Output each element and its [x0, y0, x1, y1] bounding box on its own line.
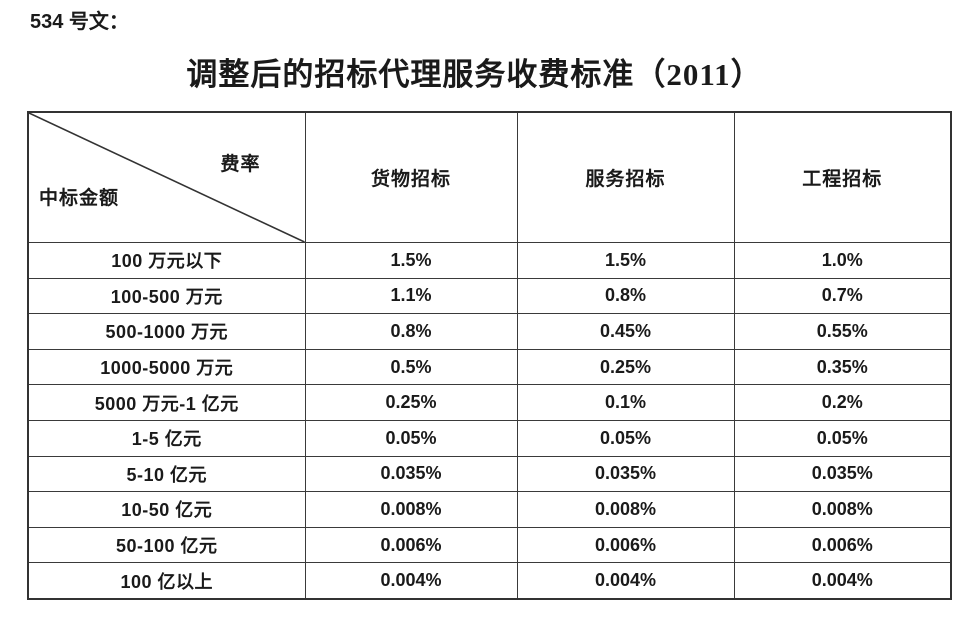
fee-rate-value-cell: 0.05%: [733, 419, 952, 457]
row-label-bid-amount-range: 5000 万元-1 亿元: [27, 384, 306, 421]
table-row: 500-1000 万元 0.8% 0.45% 0.55%: [27, 313, 952, 350]
row-label-bid-amount-range: 500-1000 万元: [27, 313, 306, 350]
fee-rate-value-cell: 0.5%: [304, 348, 518, 386]
fee-rate-value-cell: 0.45%: [516, 313, 735, 350]
table-row: 5-10 亿元 0.035% 0.035% 0.035%: [27, 455, 952, 493]
fee-rate-value-cell: 0.25%: [304, 384, 518, 421]
table-row: 50-100 亿元 0.006% 0.006% 0.006%: [27, 526, 952, 564]
fee-rate-value-cell: 0.8%: [304, 313, 518, 350]
row-label-bid-amount-range: 5-10 亿元: [27, 455, 306, 493]
row-label-bid-amount-range: 1-5 亿元: [27, 419, 306, 457]
fee-rate-value-cell: 0.1%: [516, 384, 735, 421]
fee-rate-value-cell: 0.006%: [516, 526, 735, 564]
fee-rate-value-cell: 0.8%: [516, 277, 735, 315]
fee-rate-value-cell: 0.05%: [304, 419, 518, 457]
fee-table: 费率 中标金额 货物招标 服务招标 工程招标 100 万元以下 1.5% 1.5% 1…: [27, 111, 952, 600]
page-title: 调整后的招标代理服务收费标准（2011）: [186, 57, 763, 92]
fee-rate-value-cell: 0.2%: [733, 384, 952, 421]
row-label-bid-amount-range: 1000-5000 万元: [27, 348, 306, 386]
fee-rate-value-cell: 0.035%: [733, 455, 952, 493]
fee-rate-value-cell: 0.55%: [733, 313, 952, 350]
fee-rate-value-cell: 0.7%: [733, 277, 952, 315]
header-row: 费率 中标金额 货物招标 服务招标 工程招标: [27, 111, 952, 243]
fee-rate-value-cell: 0.35%: [733, 348, 952, 386]
fee-rate-value-cell: 0.25%: [516, 348, 735, 386]
row-label-bid-amount-range: 100 亿以上: [27, 562, 306, 600]
fee-rate-value-cell: 0.035%: [516, 455, 735, 493]
row-label-bid-amount-range: 100-500 万元: [27, 277, 306, 315]
diagonal-divider-line: [29, 113, 305, 242]
row-label-bid-amount-range: 50-100 亿元: [27, 526, 306, 564]
table-row: 1000-5000 万元 0.5% 0.25% 0.35%: [27, 348, 952, 386]
table-row: 100-500 万元 1.1% 0.8% 0.7%: [27, 277, 952, 315]
table-row: 5000 万元-1 亿元 0.25% 0.1% 0.2%: [27, 384, 952, 421]
table-row: 100 万元以下 1.5% 1.5% 1.0%: [27, 242, 952, 279]
fee-rate-value-cell: 0.006%: [304, 526, 518, 564]
fee-rate-value-cell: 0.004%: [516, 562, 735, 600]
fee-rate-value-cell: 0.004%: [304, 562, 518, 600]
column-header-services: 服务招标: [516, 111, 735, 243]
column-header-goods: 货物招标: [304, 111, 518, 243]
fee-rate-value-cell: 1.5%: [304, 242, 518, 279]
fee-rate-value-cell: 0.008%: [733, 491, 952, 528]
column-header-engineering: 工程招标: [733, 111, 952, 243]
corner-label-bid-amount: 中标金额: [39, 188, 120, 209]
fee-rate-value-cell: 0.004%: [733, 562, 952, 600]
table-row: 1-5 亿元 0.05% 0.05% 0.05%: [27, 419, 952, 457]
corner-header-cell: 费率 中标金额: [27, 111, 306, 243]
fee-rate-value-cell: 1.0%: [733, 242, 952, 279]
fee-rate-value-cell: 0.008%: [304, 491, 518, 528]
corner-label-fee-rate: 费率: [220, 154, 261, 175]
fee-rate-value-cell: 0.008%: [516, 491, 735, 528]
fee-rate-value-cell: 0.006%: [733, 526, 952, 564]
fee-rate-value-cell: 0.05%: [516, 419, 735, 457]
fee-rate-value-cell: 1.1%: [304, 277, 518, 315]
fee-rate-value-cell: 1.5%: [516, 242, 735, 279]
fee-rate-value-cell: 0.035%: [304, 455, 518, 493]
table-row: 100 亿以上 0.004% 0.004% 0.004%: [27, 562, 952, 600]
table-row: 10-50 亿元 0.008% 0.008% 0.008%: [27, 491, 952, 528]
row-label-bid-amount-range: 100 万元以下: [27, 242, 306, 279]
row-label-bid-amount-range: 10-50 亿元: [27, 491, 306, 528]
doc-number-label: 534 号文：: [30, 11, 129, 33]
